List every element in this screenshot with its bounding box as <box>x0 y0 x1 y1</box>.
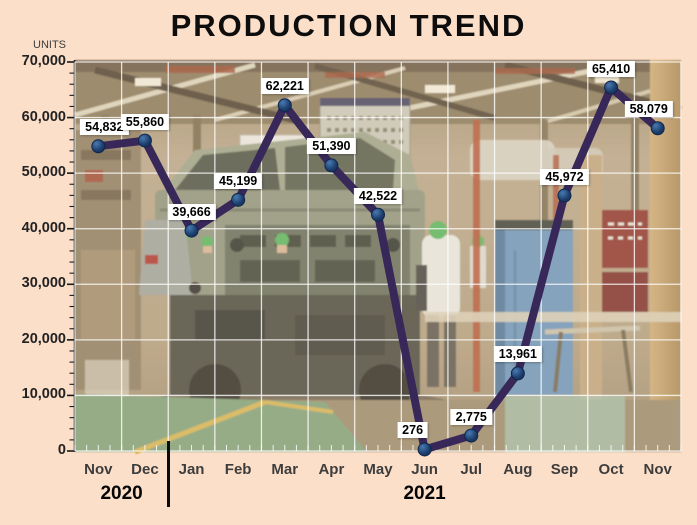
value-label-1: 55,860 <box>120 113 170 130</box>
data-point-sep-10 <box>557 188 572 203</box>
value-label-9: 13,961 <box>493 346 542 363</box>
x-tick-label-dec-1: Dec <box>131 461 159 478</box>
data-point-nov-0 <box>91 139 106 154</box>
y-tick-label-20000: 20,000 <box>21 330 66 347</box>
data-point-labels: 54,832 55,860 39,666 45,199 62,221 51,390 42,5… <box>75 60 681 452</box>
year-label-2021: 2021 <box>403 483 446 504</box>
value-label-6: 42,522 <box>353 187 403 204</box>
value-label-3: 45,199 <box>214 172 263 189</box>
data-point-jul-8 <box>464 428 479 443</box>
data-point-dec-1 <box>137 133 152 148</box>
data-point-mar-4 <box>277 98 292 113</box>
x-tick-label-jul-8: Jul <box>460 461 483 478</box>
x-tick-label-nov-0: Nov <box>84 461 113 478</box>
y-axis-units-label: UNITS <box>33 39 66 51</box>
data-point-feb-3 <box>231 192 246 207</box>
y-tick-label-60000: 60,000 <box>21 108 66 125</box>
data-point-apr-5 <box>324 158 339 173</box>
plot-area: 54,832 55,860 39,666 45,199 62,221 51,390 42,5… <box>74 60 682 457</box>
chart-title: PRODUCTION TREND <box>170 8 527 43</box>
year-label-2020: 2020 <box>100 483 143 504</box>
value-label-11: 65,410 <box>586 60 636 77</box>
value-label-12: 58,079 <box>624 101 673 118</box>
y-tick-label-0: 0 <box>57 442 66 458</box>
data-point-jan-2 <box>184 223 199 238</box>
x-tick-label-mar-4: Mar <box>271 461 299 478</box>
y-tick-label-70000: 70,000 <box>21 53 66 69</box>
data-point-may-6 <box>371 207 385 222</box>
data-point-nov-12 <box>650 121 665 136</box>
value-label-8: 2,775 <box>450 408 492 425</box>
data-line <box>91 80 665 457</box>
x-tick-label-sep-10: Sep <box>550 461 579 478</box>
y-tick-label-30000: 30,000 <box>21 275 66 292</box>
year-divider-line <box>166 441 171 507</box>
data-point-aug-9 <box>510 366 525 381</box>
data-point-oct-11 <box>604 80 619 95</box>
x-tick-label-oct-11: Oct <box>598 461 624 478</box>
x-tick-label-feb-3: Feb <box>224 461 252 478</box>
x-tick-label-nov-12: Nov <box>643 461 672 478</box>
x-tick-label-apr-5: Apr <box>318 461 345 478</box>
x-tick-label-jan-2: Jan <box>178 461 205 478</box>
y-axis-line <box>67 60 77 452</box>
value-label-0: 54,832 <box>80 119 129 136</box>
value-label-10: 45,972 <box>540 168 589 185</box>
data-point-jun-7 <box>417 442 432 457</box>
y-tick-label-10000: 10,000 <box>21 386 66 403</box>
x-tick-label-may-6: May <box>363 461 393 478</box>
gridlines <box>74 61 682 452</box>
value-label-7: 276 <box>397 422 429 439</box>
y-tick-label-50000: 50,000 <box>21 164 66 181</box>
x-tick-label-jun-7: Jun <box>411 461 438 478</box>
x-tick-label-aug-9: Aug <box>503 461 533 478</box>
value-label-5: 51,390 <box>307 138 356 155</box>
value-label-4: 62,221 <box>260 78 309 95</box>
value-label-2: 39,666 <box>167 203 216 220</box>
y-tick-label-40000: 40,000 <box>21 219 66 236</box>
